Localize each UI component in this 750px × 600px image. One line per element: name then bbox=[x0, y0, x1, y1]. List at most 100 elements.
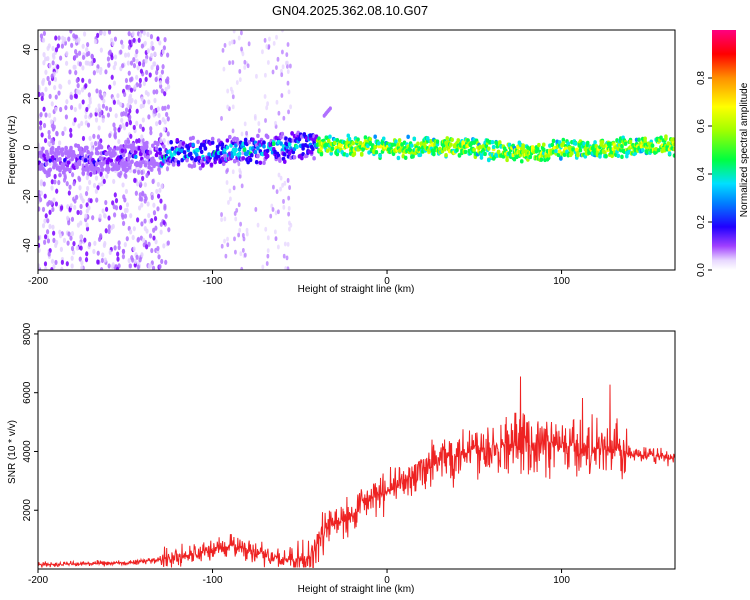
spectrum-noise-cell bbox=[136, 65, 140, 71]
spectrum-trace-cell bbox=[600, 139, 605, 145]
spectrum-noise-cell bbox=[130, 255, 134, 261]
spectrum-noise-cell bbox=[151, 45, 155, 51]
spectrum-noise-cell bbox=[157, 112, 161, 119]
spectrum-noise-cell bbox=[230, 39, 234, 45]
spectrum-noise-cell bbox=[271, 69, 275, 75]
spectrum-trace-cell bbox=[309, 150, 314, 155]
spectrum-noise-cell bbox=[124, 52, 128, 58]
spectrum-noise-cell bbox=[225, 169, 229, 175]
spectrum-noise-cell bbox=[156, 181, 160, 188]
spectrum-noise-cell bbox=[150, 40, 154, 46]
spectrum-noise-cell bbox=[111, 223, 115, 230]
spectrum-noise-cell bbox=[269, 213, 273, 219]
spectrum-noise-cell bbox=[246, 63, 250, 69]
snr-y-label: SNR (10 * v/v) bbox=[7, 420, 18, 484]
spectrum-noise-cell bbox=[47, 140, 51, 147]
spectrum-noise-cell bbox=[69, 94, 74, 101]
spectrum-trace-cell bbox=[290, 131, 294, 136]
spectrum-noise-cell bbox=[140, 252, 144, 258]
spectrum-noise-cell bbox=[135, 74, 139, 80]
spectrum-noise-cell bbox=[146, 31, 150, 38]
spectrum-trace-cell bbox=[44, 161, 49, 167]
spectrum-noise-cell bbox=[39, 179, 44, 185]
spectrum-trace-cell bbox=[551, 138, 556, 144]
spectrum-noise-cell bbox=[66, 204, 70, 210]
spectrum-noise-cell bbox=[163, 91, 167, 97]
spectrum-trace-cell bbox=[108, 146, 112, 152]
spectrum-noise-cell bbox=[162, 243, 166, 249]
spectrum-noise-cell bbox=[90, 141, 94, 147]
spectrum-trace-cell bbox=[148, 150, 153, 155]
spectrum-trace-cell bbox=[550, 142, 555, 148]
spectrum-noise-cell bbox=[108, 106, 113, 113]
spectrum-trace-cell bbox=[486, 157, 491, 163]
spectrum-trace-cell bbox=[89, 151, 94, 156]
spectrum-noise-cell bbox=[128, 39, 132, 45]
spectrum-noise-cell bbox=[81, 135, 86, 142]
snr-x-ticks: -200 -100 0 100 bbox=[28, 569, 570, 586]
spectrum-trace-cell bbox=[326, 138, 331, 144]
spectrum-noise-cell bbox=[59, 55, 63, 61]
spectrum-trace-cell bbox=[418, 152, 423, 158]
spectrum-noise-cell bbox=[96, 32, 100, 38]
spectrum-noise-cell bbox=[94, 175, 99, 181]
spectrum-noise-cell bbox=[273, 229, 277, 235]
spectrum-trace-cell bbox=[378, 153, 382, 158]
spectrum-noise-cell bbox=[92, 182, 97, 189]
spectrum-noise-cell bbox=[152, 108, 156, 114]
spectrum-noise-cell bbox=[96, 185, 100, 191]
spectrum-noise-cell bbox=[89, 198, 93, 204]
spectrum-trace-cell bbox=[110, 162, 115, 167]
spectrum-noise-cell bbox=[286, 241, 290, 247]
spectrum-noise-cell bbox=[263, 94, 267, 99]
spectrogram-y-ticks: -40 -20 0 20 40 bbox=[22, 44, 38, 253]
spectrum-noise-cell bbox=[96, 64, 100, 70]
spectrum-trace-cell bbox=[282, 152, 287, 157]
spectrum-noise-cell bbox=[136, 181, 140, 187]
spectrum-trace-cell bbox=[217, 154, 221, 159]
spectrum-noise-cell bbox=[280, 93, 284, 98]
spectrum-noise-cell bbox=[133, 258, 137, 265]
spectrum-trace-cell bbox=[190, 156, 194, 161]
spectrum-noise-cell bbox=[38, 206, 41, 212]
spectrum-noise-cell bbox=[116, 99, 120, 105]
spectrum-noise-cell bbox=[140, 202, 144, 208]
spectrum-noise-cell bbox=[159, 229, 163, 235]
spectrum-noise-cell bbox=[64, 114, 68, 120]
spectrum-noise-cell bbox=[157, 254, 161, 260]
spectrum-noise-cell bbox=[276, 56, 280, 62]
spectrum-noise-cell bbox=[73, 106, 77, 113]
spectrum-trace-cell bbox=[132, 169, 137, 174]
spectrum-trace-cell bbox=[254, 159, 259, 165]
spectrum-noise-cell bbox=[286, 42, 290, 47]
spectrum-noise-cell bbox=[89, 171, 93, 177]
spectrum-noise-cell bbox=[145, 172, 149, 178]
spectrum-noise-cell bbox=[229, 86, 233, 92]
spectrum-noise-cell bbox=[162, 219, 166, 226]
spectrum-trace-cell bbox=[496, 149, 501, 155]
spectrum-noise-cell bbox=[107, 228, 111, 234]
spectrum-noise-cell bbox=[59, 246, 64, 252]
spectrum-noise-cell bbox=[257, 121, 261, 126]
spectrum-trace-cell bbox=[75, 164, 79, 170]
spectrum-noise-cell bbox=[141, 62, 146, 68]
spectrum-trace-cell bbox=[576, 153, 580, 158]
spectrum-trace-cell bbox=[666, 141, 671, 146]
spectrum-noise-cell bbox=[150, 217, 154, 224]
spectrum-noise-cell bbox=[94, 107, 98, 113]
spectrum-noise-cell bbox=[53, 173, 57, 180]
spectrum-noise-cell bbox=[274, 120, 277, 126]
spectrum-noise-cell bbox=[46, 55, 50, 62]
spectrum-noise-cell bbox=[113, 54, 118, 60]
spectrum-trace-cell bbox=[182, 150, 187, 155]
spectrum-noise-cell bbox=[152, 61, 156, 67]
x-tick-label: -200 bbox=[28, 575, 48, 586]
spectrum-noise-cell bbox=[42, 30, 46, 37]
spectrum-noise-cell bbox=[238, 173, 242, 179]
x-tick-label: 0 bbox=[384, 575, 390, 586]
spectrum-noise-cell bbox=[103, 213, 107, 219]
spectrum-noise-cell bbox=[226, 242, 230, 248]
spectrum-noise-cell bbox=[50, 179, 54, 185]
spectrum-trace-cell bbox=[329, 151, 333, 156]
